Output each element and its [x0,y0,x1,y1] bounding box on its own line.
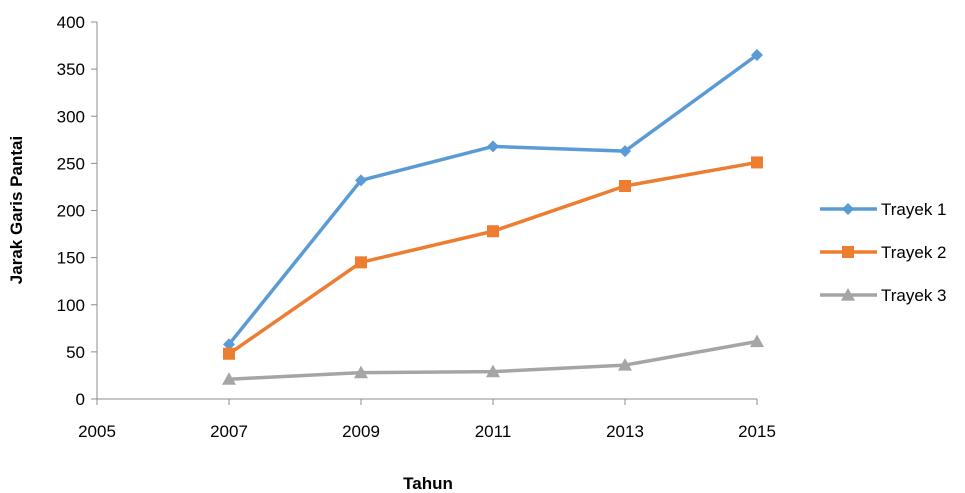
data-point [750,334,764,348]
series-line [228,160,758,356]
legend-item-3: Trayek 3 [820,286,947,305]
y-tick-label: 300 [57,107,85,126]
y-tick-label: 150 [57,249,85,268]
x-tick-label: 2005 [78,422,116,441]
x-tick-label: 2013 [606,422,644,441]
data-point [223,347,235,360]
data-point [355,256,367,269]
legend-label: Trayek 3 [881,286,947,305]
axes: 0 50 100 150 200 250 300 350 400 2005 2007 2009 2011… [57,13,776,441]
series-layer [222,48,764,385]
series-3 [222,334,764,385]
data-point [486,364,500,378]
data-point [618,358,632,371]
data-point [487,140,499,153]
data-point [222,372,236,385]
data-point [751,156,763,169]
legend-label: Trayek 2 [881,243,947,262]
y-tick-label: 200 [57,202,85,221]
data-point [751,48,763,61]
legend-item-2: Trayek 2 [820,243,947,262]
legend-swatch-marker [842,246,854,258]
data-point [619,145,631,158]
x-axis-title: Tahun [403,474,453,493]
series-2 [223,156,763,360]
x-tick-label: 2011 [475,422,512,441]
y-tick-label: 250 [57,154,85,173]
data-point [355,174,367,187]
series-1 [223,48,763,351]
y-tick-label: 50 [66,343,85,362]
x-tick-label: 2009 [342,422,380,441]
legend-label: Trayek 1 [881,200,947,219]
y-tick-label: 350 [57,60,85,79]
data-point [354,365,368,379]
y-axis-title: Jarak Garis Pantai [7,136,26,284]
data-point [619,179,631,192]
x-tick-label: 2007 [210,422,248,441]
legend-swatch-marker [842,203,854,215]
legend-item-1: Trayek 1 [820,200,947,219]
y-tick-label: 100 [57,296,85,315]
legend-swatch-marker [841,288,855,301]
y-tick-label: 400 [57,13,85,32]
data-point [487,225,499,238]
x-tick-label: 2015 [738,422,776,441]
legend: Trayek 1 Trayek 2 Trayek 3 [820,200,947,305]
data-point [223,338,235,351]
y-tick-label: 0 [76,390,85,409]
